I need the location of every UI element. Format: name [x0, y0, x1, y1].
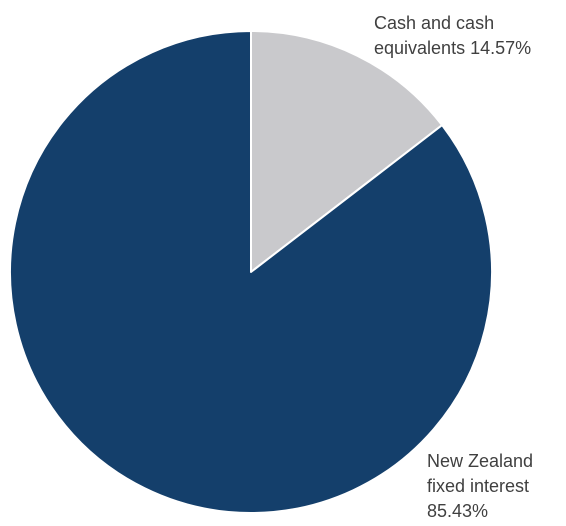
slice-label-cash-line-2: equivalents 14.57%: [374, 38, 532, 58]
pie-slice-nz-fixed-interest: [9, 30, 493, 514]
slice-label-cash: Cash and cash equivalents 14.57%: [374, 11, 564, 61]
slice-label-nz-line-1: New Zealand: [427, 451, 534, 471]
slice-label-nz-line-2: fixed interest: [427, 476, 530, 496]
slice-label-nz-fixed-interest: New Zealand fixed interest 85.43%: [427, 449, 562, 524]
pie-slice-cash: [250, 30, 444, 273]
slice-label-nz-line-3: 85.43%: [427, 501, 489, 521]
slice-label-cash-line-1: Cash and cash: [374, 13, 495, 33]
